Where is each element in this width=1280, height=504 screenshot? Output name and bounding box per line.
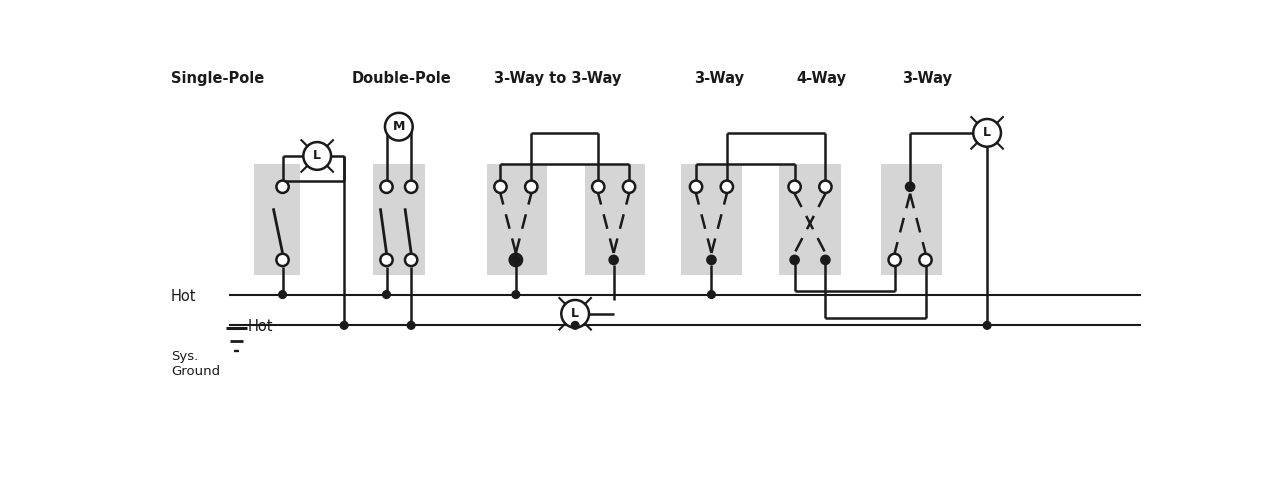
Circle shape: [340, 322, 348, 329]
Circle shape: [790, 256, 799, 265]
Circle shape: [303, 142, 332, 170]
Circle shape: [973, 119, 1001, 147]
Bar: [585, 164, 645, 275]
Bar: [881, 164, 942, 275]
Circle shape: [820, 256, 829, 265]
Circle shape: [919, 254, 932, 266]
Circle shape: [525, 180, 538, 193]
Circle shape: [404, 180, 417, 193]
Bar: [372, 164, 425, 275]
Text: Hot: Hot: [172, 289, 196, 303]
Circle shape: [571, 322, 579, 329]
Circle shape: [609, 256, 618, 265]
Text: Single-Pole: Single-Pole: [172, 71, 264, 86]
Circle shape: [905, 182, 915, 192]
Text: 3-Way to 3-Way: 3-Way to 3-Way: [494, 71, 622, 86]
Circle shape: [276, 180, 289, 193]
Circle shape: [404, 254, 417, 266]
Circle shape: [385, 113, 412, 141]
Circle shape: [511, 256, 521, 265]
Circle shape: [512, 291, 520, 298]
Circle shape: [623, 180, 635, 193]
Text: L: L: [314, 150, 321, 162]
Bar: [780, 164, 841, 275]
Text: 3-Way: 3-Way: [902, 71, 952, 86]
Circle shape: [708, 291, 716, 298]
Circle shape: [380, 180, 393, 193]
Text: Hot: Hot: [248, 320, 274, 334]
Circle shape: [888, 254, 901, 266]
Circle shape: [788, 180, 801, 193]
Circle shape: [593, 180, 604, 193]
Bar: [486, 164, 547, 275]
Circle shape: [383, 291, 390, 298]
Circle shape: [509, 254, 522, 266]
Text: Sys.
Ground: Sys. Ground: [172, 350, 220, 378]
Circle shape: [690, 180, 703, 193]
Circle shape: [721, 180, 733, 193]
Circle shape: [279, 291, 287, 298]
Bar: [681, 164, 742, 275]
Text: 3-Way: 3-Way: [695, 71, 745, 86]
Circle shape: [819, 180, 832, 193]
Text: M: M: [393, 120, 404, 133]
Circle shape: [380, 254, 393, 266]
Circle shape: [407, 322, 415, 329]
Circle shape: [276, 254, 289, 266]
Bar: [253, 164, 301, 275]
Text: L: L: [571, 307, 579, 321]
Text: L: L: [983, 127, 991, 140]
Circle shape: [983, 322, 991, 329]
Circle shape: [494, 180, 507, 193]
Text: Double-Pole: Double-Pole: [352, 71, 452, 86]
Text: 4-Way: 4-Way: [796, 71, 846, 86]
Circle shape: [562, 300, 589, 328]
Circle shape: [707, 256, 716, 265]
